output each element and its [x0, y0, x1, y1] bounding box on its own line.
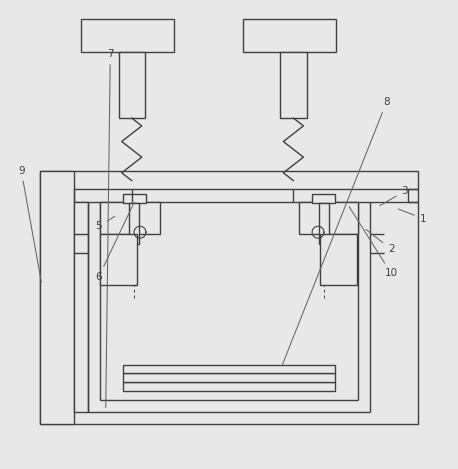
Bar: [123, 373, 335, 381]
Bar: [39, 171, 74, 424]
Bar: [39, 171, 419, 424]
Text: 6: 6: [96, 202, 134, 281]
Bar: [81, 19, 174, 52]
Bar: [299, 202, 358, 234]
Bar: [100, 234, 137, 285]
Bar: [123, 365, 335, 373]
Text: 9: 9: [18, 166, 41, 282]
Bar: [243, 19, 336, 52]
Bar: [312, 194, 335, 204]
Bar: [130, 203, 139, 243]
Text: 8: 8: [283, 97, 390, 364]
Bar: [123, 194, 146, 204]
Text: 10: 10: [349, 207, 398, 278]
Bar: [319, 203, 328, 243]
Text: 2: 2: [366, 229, 394, 254]
Text: 3: 3: [380, 186, 408, 206]
Bar: [123, 381, 335, 391]
Text: 1: 1: [398, 209, 426, 224]
Text: 7: 7: [106, 49, 114, 408]
Bar: [74, 202, 88, 412]
Bar: [320, 234, 357, 285]
Bar: [280, 52, 306, 118]
Bar: [119, 52, 145, 118]
Text: 5: 5: [96, 216, 115, 231]
Bar: [100, 202, 159, 234]
